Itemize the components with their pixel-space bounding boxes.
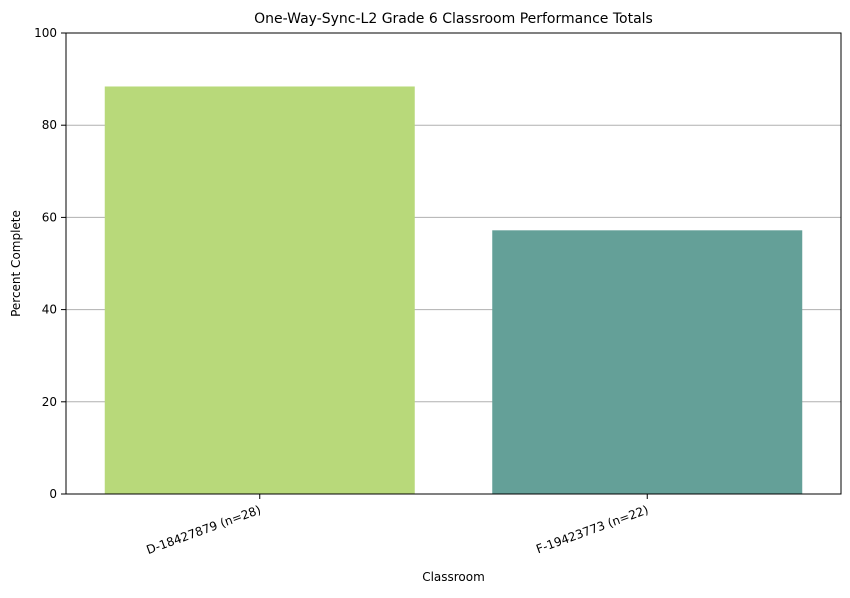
bars <box>104 86 803 495</box>
y-tick-label: 60 <box>42 210 57 224</box>
x-axis-ticks: D-18427879 (n=28) F-19423773 (n=22) <box>145 494 650 557</box>
y-tick-label: 40 <box>42 303 57 317</box>
y-tick-label: 0 <box>49 487 57 501</box>
x-axis-label: Classroom <box>422 570 485 584</box>
bar <box>104 86 415 494</box>
x-tick-label: D-18427879 (n=28) <box>145 503 263 557</box>
chart-title: One-Way-Sync-L2 Grade 6 Classroom Perfor… <box>254 11 653 27</box>
y-tick-label: 20 <box>42 395 57 409</box>
y-tick-label: 80 <box>42 118 57 132</box>
y-tick-label: 100 <box>34 26 57 40</box>
y-axis-ticks: 0 20 40 60 80 100 <box>34 26 66 501</box>
y-axis-label: Percent Complete <box>9 210 23 317</box>
bar <box>492 230 803 495</box>
plot-frame <box>65 32 842 495</box>
x-tick-label: F-19423773 (n=22) <box>534 503 650 557</box>
